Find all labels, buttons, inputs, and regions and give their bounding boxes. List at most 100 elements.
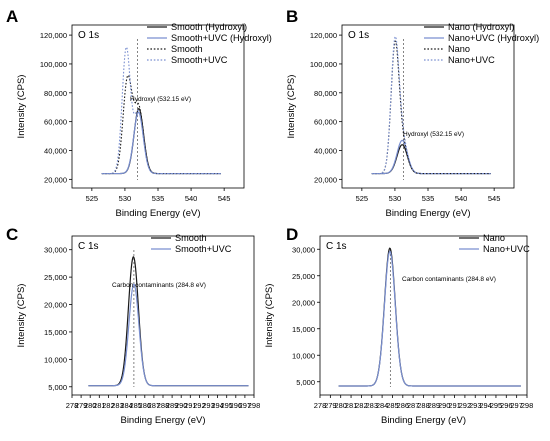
series-line-3 (101, 74, 221, 175)
x-tick-label: 293 (202, 401, 215, 410)
y-tick-label: 15,000 (44, 328, 67, 337)
y-tick-label: 120,000 (40, 31, 67, 40)
series-line-2 (371, 139, 491, 175)
legend-label: Nano (448, 44, 470, 54)
peak-annotation: Hydroxyl (532.15 eV) (130, 96, 191, 103)
x-tick-label: 287 (148, 401, 161, 410)
x-tick-label: 525 (86, 194, 99, 203)
legend-label: Smooth (Hydroxyl) (171, 22, 247, 32)
x-tick-label: 289 (166, 401, 179, 410)
series-line-4 (371, 35, 491, 175)
panel-C: C C 1s 5,000 10,000 15,000 20,000 25,000 30,000… (6, 225, 260, 426)
core-level-label: O 1s (348, 30, 369, 41)
panel-letter: A (6, 7, 18, 26)
x-tick-label: 296 (500, 401, 513, 410)
series-line-1 (338, 247, 521, 387)
core-level-label: C 1s (78, 241, 99, 252)
y-tick-label: 25,000 (292, 272, 315, 281)
x-tick-label: 545 (488, 194, 501, 203)
x-tick-label: 540 (455, 194, 468, 203)
x-tick-label: 292 (193, 401, 206, 410)
panel-D: D C 1s 5,000 10,000 15,000 20,000 25,000 30,000… (264, 225, 533, 426)
x-tick-label: 293 (469, 401, 482, 410)
y-tick-label: 60,000 (44, 118, 67, 127)
x-tick-label: 288 (417, 401, 430, 410)
series-line-1 (88, 256, 249, 387)
y-tick-label: 40,000 (44, 146, 67, 155)
y-tick-label: 25,000 (44, 273, 67, 282)
plot-frame (71, 235, 255, 396)
panel-A: A O 1s 20,000 40,000 60,000 80,000 100,000 120,… (6, 7, 272, 219)
x-tick-label: 282 (355, 401, 368, 410)
x-tick-label: 294 (479, 401, 492, 410)
series-line-2 (88, 283, 249, 387)
legend-label: Smooth+UVC (171, 55, 228, 65)
x-tick-label: 286 (397, 401, 410, 410)
x-tick-label: 283 (365, 401, 378, 410)
x-tick-label: 525 (356, 194, 369, 203)
y-tick-label: 5,000 (48, 383, 67, 392)
y-tick-label: 100,000 (40, 60, 67, 69)
x-tick-label: 279 (75, 401, 88, 410)
x-tick-label: 280 (334, 401, 347, 410)
x-tick-label: 289 (428, 401, 441, 410)
x-tick-label: 290 (438, 401, 451, 410)
plot-frame (319, 235, 528, 396)
y-tick-label: 20,000 (292, 298, 315, 307)
x-tick-label: 296 (230, 401, 243, 410)
x-tick-label: 279 (324, 401, 337, 410)
legend-label: Smooth (175, 233, 207, 243)
x-tick-label: 294 (211, 401, 224, 410)
y-tick-label: 100,000 (310, 60, 337, 69)
x-tick-label: 287 (407, 401, 420, 410)
x-tick-label: 280 (84, 401, 97, 410)
x-axis-label: Binding Energy (eV) (115, 208, 200, 219)
y-tick-label: 10,000 (44, 355, 67, 364)
peak-annotation: Carbon contaminants (284.8 eV) (402, 276, 496, 283)
x-tick-label: 290 (175, 401, 188, 410)
x-tick-label: 291 (448, 401, 461, 410)
core-level-label: C 1s (326, 241, 347, 252)
y-tick-label: 10,000 (292, 351, 315, 360)
y-tick-label: 20,000 (44, 175, 67, 184)
x-tick-label: 297 (510, 401, 523, 410)
panel-letter: D (286, 225, 298, 244)
legend-label: Nano (Hydroxyl) (448, 22, 514, 32)
y-tick-label: 15,000 (292, 325, 315, 334)
core-level-label: O 1s (78, 30, 99, 41)
x-tick-label: 278 (66, 401, 79, 410)
legend-label: Smooth+UVC (Hydroxyl) (171, 33, 272, 43)
x-tick-label: 540 (185, 194, 198, 203)
x-tick-label: 295 (490, 401, 503, 410)
x-tick-label: 530 (119, 194, 132, 203)
x-axis-label: Binding Energy (eV) (381, 415, 466, 426)
x-tick-label: 291 (184, 401, 197, 410)
y-tick-label: 60,000 (314, 118, 337, 127)
x-tick-label: 298 (521, 401, 534, 410)
x-tick-label: 285 (386, 401, 399, 410)
peak-annotation: Hydroxyl (532.15 eV) (403, 131, 464, 138)
x-tick-label: 297 (239, 401, 252, 410)
y-axis-label: Intensity (CPS) (16, 75, 27, 139)
x-tick-label: 281 (93, 401, 106, 410)
y-tick-label: 120,000 (310, 31, 337, 40)
x-tick-label: 535 (422, 194, 435, 203)
x-tick-label: 285 (129, 401, 142, 410)
x-tick-label: 282 (102, 401, 115, 410)
panel-letter: B (286, 7, 298, 26)
series-line-2 (338, 250, 521, 387)
panel-B: B O 1s 20,000 40,000 60,000 80,000 100,000 120,… (286, 7, 539, 219)
legend-label: Nano+UVC (Hydroxyl) (448, 33, 539, 43)
x-tick-label: 292 (459, 401, 472, 410)
y-axis-label: Intensity (CPS) (16, 284, 27, 348)
legend-label: Smooth+UVC (175, 244, 232, 254)
y-tick-label: 20,000 (314, 175, 337, 184)
legend-label: Smooth (171, 44, 203, 54)
y-axis-label: Intensity (CPS) (264, 284, 275, 348)
y-tick-label: 30,000 (292, 245, 315, 254)
y-tick-label: 80,000 (44, 89, 67, 98)
x-tick-label: 545 (218, 194, 231, 203)
y-tick-label: 30,000 (44, 246, 67, 255)
legend-label: Nano+UVC (448, 55, 495, 65)
